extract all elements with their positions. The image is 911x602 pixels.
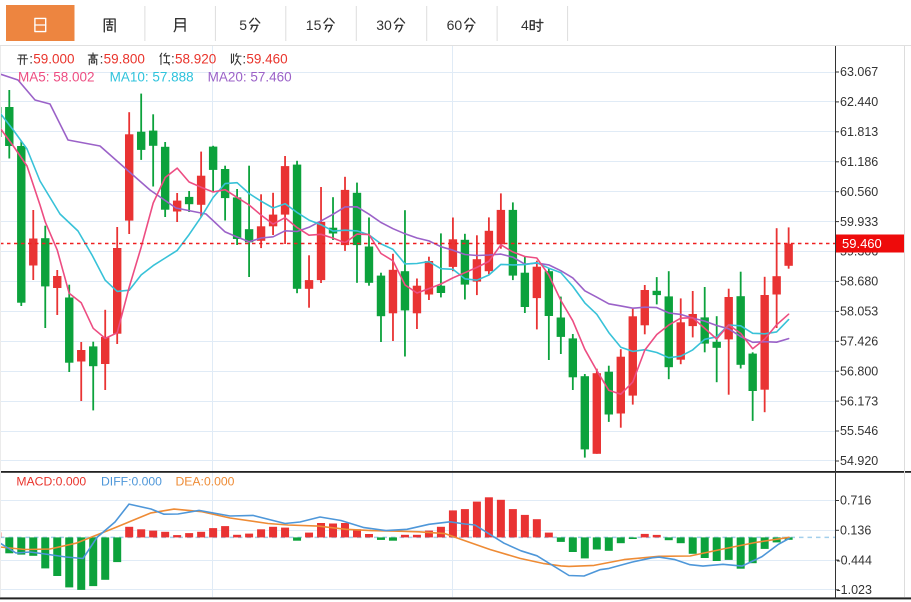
svg-text:59.000: 59.000 bbox=[33, 52, 74, 67]
svg-text:55.546: 55.546 bbox=[840, 424, 878, 438]
svg-text:57.426: 57.426 bbox=[840, 335, 878, 349]
svg-text:30: 30 bbox=[376, 17, 392, 33]
svg-text:58.920: 58.920 bbox=[175, 52, 216, 67]
svg-text:60.560: 60.560 bbox=[840, 185, 878, 199]
svg-text:61.813: 61.813 bbox=[840, 125, 878, 139]
svg-text:5: 5 bbox=[239, 17, 247, 33]
svg-text:59.460: 59.460 bbox=[246, 52, 287, 67]
svg-text:63.067: 63.067 bbox=[840, 65, 878, 79]
svg-text:MACD:0.000: MACD:0.000 bbox=[16, 474, 86, 488]
svg-text::: : bbox=[29, 52, 33, 67]
svg-text:58.680: 58.680 bbox=[840, 275, 878, 289]
svg-text:DIFF:0.000: DIFF:0.000 bbox=[101, 474, 162, 488]
svg-text:MA20: 57.460: MA20: 57.460 bbox=[208, 70, 292, 85]
svg-text:59.800: 59.800 bbox=[104, 52, 145, 67]
svg-text:15: 15 bbox=[306, 17, 322, 33]
svg-text::: : bbox=[242, 52, 246, 67]
svg-text:54.920: 54.920 bbox=[840, 454, 878, 468]
svg-text:56.173: 56.173 bbox=[840, 394, 878, 408]
svg-text:59.460: 59.460 bbox=[842, 236, 882, 251]
svg-text:59.933: 59.933 bbox=[840, 215, 878, 229]
svg-text:-1.023: -1.023 bbox=[837, 583, 872, 597]
svg-text:DEA:0.000: DEA:0.000 bbox=[176, 474, 235, 488]
svg-text:MA10: 57.888: MA10: 57.888 bbox=[110, 70, 194, 85]
svg-text:0.136: 0.136 bbox=[840, 524, 871, 538]
svg-text::: : bbox=[100, 52, 104, 67]
svg-text:MA5: 58.002: MA5: 58.002 bbox=[18, 70, 95, 85]
svg-text:58.053: 58.053 bbox=[840, 305, 878, 319]
svg-text:60: 60 bbox=[447, 17, 463, 33]
svg-text:62.440: 62.440 bbox=[840, 95, 878, 109]
svg-text:61.186: 61.186 bbox=[840, 155, 878, 169]
svg-text:56.800: 56.800 bbox=[840, 364, 878, 378]
svg-text:-0.444: -0.444 bbox=[837, 553, 872, 567]
svg-text::: : bbox=[171, 52, 175, 67]
svg-text:4: 4 bbox=[521, 17, 529, 33]
svg-text:0.716: 0.716 bbox=[840, 494, 871, 508]
